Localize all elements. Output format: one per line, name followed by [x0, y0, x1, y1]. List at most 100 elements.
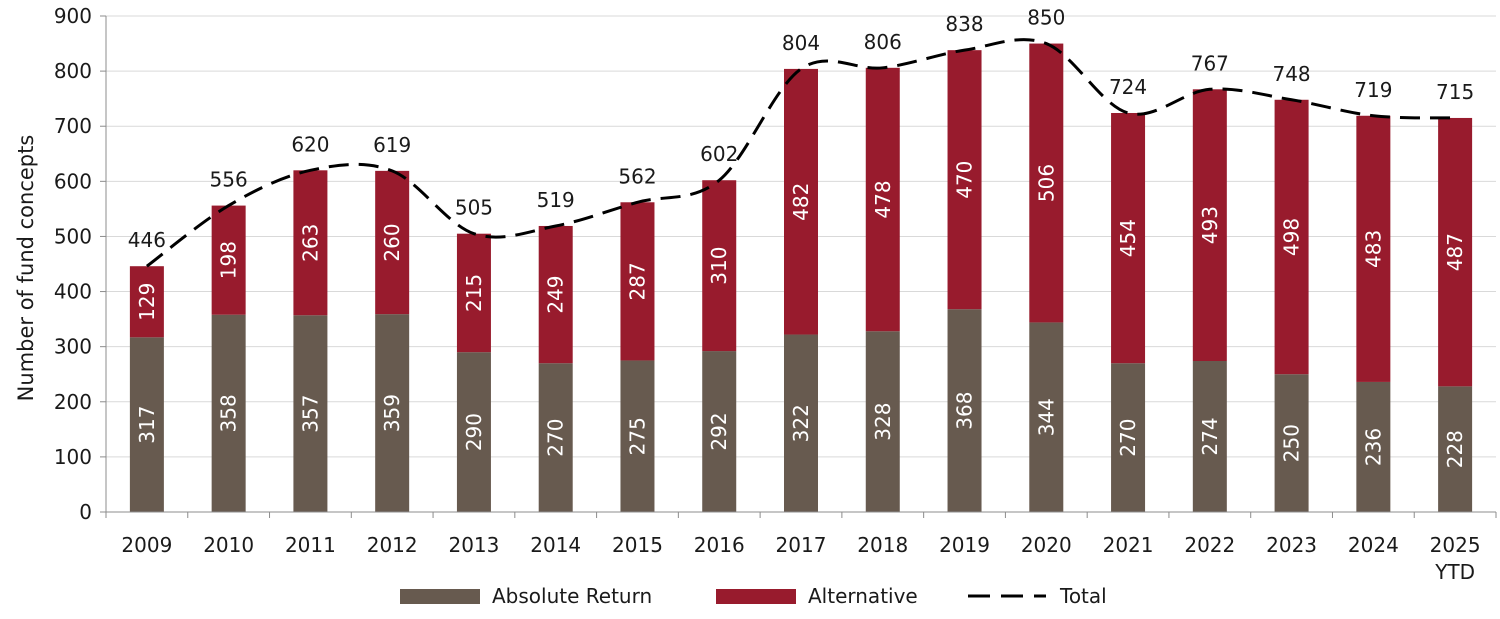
y-tick-label: 800 [54, 59, 92, 83]
bar-absolute-return [947, 309, 982, 512]
alternative-value-label: 487 [1443, 233, 1467, 271]
absolute-return-value-label: 358 [217, 394, 241, 432]
absolute-return-value-label: 292 [707, 412, 731, 450]
y-tick-label: 500 [54, 224, 92, 248]
bar-alternative [1192, 89, 1227, 361]
x-tick-label: 2010 [203, 533, 254, 557]
total-value-label: 446 [128, 228, 166, 252]
y-tick-label: 600 [54, 169, 92, 193]
bar-alternative [1356, 115, 1391, 382]
total-value-label: 850 [1027, 6, 1065, 30]
absolute-return-value-label: 368 [953, 392, 977, 430]
x-tick-label: 2015 [612, 533, 663, 557]
y-tick-label: 200 [54, 390, 92, 414]
legend-total: Total [968, 584, 1107, 608]
alternative-value-label: 493 [1198, 206, 1222, 244]
bar-alternative [456, 233, 491, 353]
x-tick-label: 2013 [448, 533, 499, 557]
bar-alternative [1111, 112, 1146, 364]
alternative-value-label: 454 [1116, 219, 1140, 257]
total-value-label: 724 [1109, 75, 1147, 99]
absolute-return-value-label: 359 [380, 394, 404, 432]
bar-alternative [129, 266, 164, 338]
bar-absolute-return [293, 315, 328, 512]
y-tick-label: 100 [54, 445, 92, 469]
total-value-label: 804 [782, 31, 820, 55]
x-tick-label: 2017 [776, 533, 827, 557]
legend-swatch [716, 589, 796, 604]
x-tick-label: 2020 [1021, 533, 1072, 557]
bar-alternative [1438, 117, 1473, 387]
x-tick-label: 2021 [1103, 533, 1154, 557]
legend-label: Total [1059, 584, 1107, 608]
bar-absolute-return [456, 352, 491, 512]
bar-absolute-return [702, 351, 737, 512]
total-value-label: 519 [537, 188, 575, 212]
total-value-label: 620 [291, 132, 329, 156]
y-tick-label: 700 [54, 114, 92, 138]
bar-alternative [293, 170, 328, 316]
bar-alternative [702, 180, 737, 352]
y-tick-label: 300 [54, 335, 92, 359]
alternative-value-label: 215 [462, 274, 486, 312]
bar-absolute-return [1274, 374, 1309, 512]
bar-alternative [947, 50, 982, 310]
bar-alternative [375, 170, 410, 315]
bar-absolute-return [865, 331, 900, 512]
x-tick-label: 2025 YTD [1430, 533, 1481, 584]
bar-absolute-return [211, 314, 246, 512]
bar-alternative [1274, 99, 1309, 375]
x-tick-label: 2009 [121, 533, 172, 557]
alternative-value-label: 483 [1361, 230, 1385, 268]
total-value-label: 619 [373, 133, 411, 157]
y-tick-label: 900 [54, 4, 92, 28]
legend-label: Alternative [808, 584, 918, 608]
alternative-value-label: 506 [1034, 164, 1058, 202]
absolute-return-value-label: 236 [1361, 428, 1385, 466]
total-value-label: 806 [864, 30, 902, 54]
bar-absolute-return [1111, 363, 1146, 512]
absolute-return-value-label: 250 [1280, 424, 1304, 462]
total-value-label: 715 [1436, 80, 1474, 104]
bar-absolute-return [620, 360, 655, 512]
axes: 0 100 200 300 400 500 600 700 800 900 Number of fu… [14, 4, 1497, 584]
bar-alternative [620, 202, 655, 361]
bar-absolute-return [375, 314, 410, 512]
total-value-label: 767 [1191, 51, 1229, 75]
x-tick-label: 2022 [1184, 533, 1235, 557]
bars [129, 43, 1473, 512]
x-tick-label: 2018 [857, 533, 908, 557]
alternative-value-label: 249 [544, 275, 568, 313]
absolute-return-value-label: 357 [298, 395, 322, 433]
total-value-label: 562 [618, 164, 656, 188]
alternative-value-label: 263 [298, 224, 322, 262]
alternative-value-label: 478 [871, 180, 895, 218]
y-tick-label: 0 [79, 500, 92, 524]
alternative-value-label: 498 [1280, 218, 1304, 256]
total-line-layer [145, 38, 1456, 268]
absolute-return-value-label: 317 [135, 406, 159, 444]
x-tick-label: 2012 [367, 533, 418, 557]
absolute-return-value-label: 328 [871, 403, 895, 441]
absolute-return-value-label: 290 [462, 413, 486, 451]
bar-absolute-return [1029, 322, 1064, 512]
bar-absolute-return [784, 334, 818, 512]
legend: Absolute Return Alternative Total [400, 584, 1107, 608]
alternative-value-label: 482 [789, 183, 813, 221]
bar-alternative [538, 225, 573, 364]
y-axis-title: Number of fund concepts [14, 135, 38, 402]
total-line [145, 38, 1456, 268]
bar-alternative [865, 67, 900, 332]
x-tick-label: 2014 [530, 533, 581, 557]
bar-alternative [784, 68, 818, 335]
legend-swatch [400, 589, 480, 604]
total-value-label: 602 [700, 142, 738, 166]
absolute-return-value-label: 270 [1116, 419, 1140, 457]
total-value-label: 556 [210, 168, 248, 192]
absolute-return-value-label: 228 [1443, 430, 1467, 468]
bar-absolute-return [1356, 381, 1391, 512]
alternative-value-label: 287 [625, 262, 649, 300]
x-tick-label: 2019 [939, 533, 990, 557]
